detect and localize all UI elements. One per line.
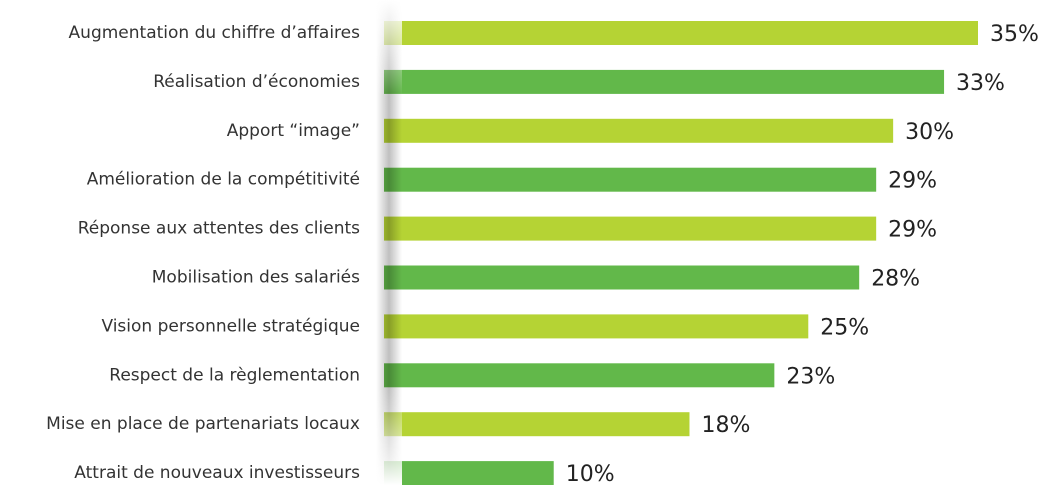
value-label: 30% bbox=[905, 120, 954, 145]
value-label: 35% bbox=[990, 22, 1039, 47]
bars bbox=[384, 21, 978, 485]
value-label: 28% bbox=[871, 267, 920, 292]
value-label: 29% bbox=[888, 169, 937, 194]
bar bbox=[384, 21, 978, 45]
value-label: 10% bbox=[566, 462, 615, 485]
category-label: Attrait de nouveaux investisseurs bbox=[74, 463, 360, 483]
bar bbox=[384, 118, 894, 143]
value-label: 18% bbox=[701, 413, 750, 438]
bar bbox=[384, 216, 877, 241]
bar bbox=[384, 412, 690, 437]
bar bbox=[384, 167, 877, 192]
category-label: Vision personnelle stratégique bbox=[101, 316, 360, 336]
bar bbox=[384, 363, 775, 388]
bar bbox=[384, 461, 554, 485]
category-label: Mise en place de partenariats locaux bbox=[46, 414, 360, 434]
category-label: Respect de la règlementation bbox=[109, 365, 360, 385]
category-label: Amélioration de la compétitivité bbox=[87, 170, 360, 190]
value-label: 33% bbox=[956, 71, 1005, 96]
value-label: 25% bbox=[820, 315, 869, 340]
bar bbox=[384, 69, 945, 94]
category-label: Réalisation d’économies bbox=[153, 72, 360, 92]
category-label: Mobilisation des salariés bbox=[152, 268, 360, 288]
shadow-fade bbox=[376, 0, 402, 485]
value-label: 23% bbox=[786, 364, 835, 389]
category-label: Augmentation du chiffre d’affaires bbox=[69, 23, 361, 43]
bar bbox=[384, 314, 809, 339]
bar bbox=[384, 265, 860, 290]
category-label: Apport “image” bbox=[227, 121, 360, 141]
category-label: Réponse aux attentes des clients bbox=[78, 219, 360, 239]
value-label: 29% bbox=[888, 218, 937, 243]
